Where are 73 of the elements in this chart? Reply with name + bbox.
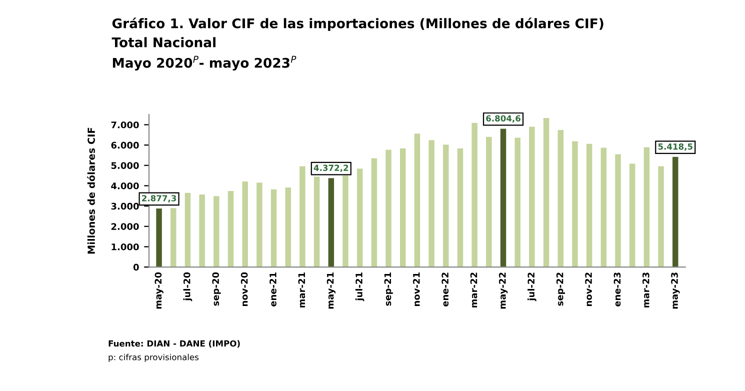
bar — [342, 176, 348, 268]
data-label: 4.372,2 — [314, 164, 348, 172]
bar — [443, 144, 449, 268]
bar — [672, 156, 678, 268]
bar — [600, 148, 607, 268]
y-tick-label: 7.000 — [111, 121, 139, 128]
x-tick-label: nov-20 — [240, 272, 248, 306]
bar — [285, 188, 291, 268]
bar — [314, 176, 320, 268]
x-tick-label: mar-21 — [298, 272, 306, 308]
x-tick-label: may-22 — [498, 272, 508, 309]
bar — [256, 182, 262, 268]
bar — [270, 189, 277, 268]
y-tick-label: 6.000 — [111, 142, 139, 149]
bar — [184, 192, 191, 268]
bar — [472, 122, 478, 268]
bar — [615, 154, 621, 268]
x-tick-label: nov-22 — [585, 272, 592, 306]
bar — [586, 144, 592, 268]
x-tick-label: jul-20 — [183, 272, 192, 302]
chart-subtitle: Total Nacional Mayo 2020$^{P}$- mayo 2023$^{P}$ — [112, 37, 296, 70]
bar — [199, 194, 205, 268]
bar — [514, 138, 520, 268]
y-tick-label: 3.000 — [111, 202, 139, 210]
bar — [500, 128, 506, 268]
bar — [214, 196, 220, 268]
text: p: cifras provisionales — [108, 354, 199, 362]
bar — [543, 118, 550, 268]
y-tick-label: 4.000 — [111, 182, 139, 190]
bar — [658, 166, 664, 268]
x-tick-label: nov-21 — [412, 272, 420, 306]
bar — [371, 158, 378, 268]
source-note: Fuente: DIAN - DANE (IMPO) — [108, 340, 240, 348]
bar — [457, 148, 464, 268]
bar — [328, 178, 334, 268]
x-tick-label: jul-21 — [355, 272, 364, 302]
bar — [414, 134, 420, 268]
x-tick-label: may-23 — [671, 272, 680, 309]
bar — [400, 148, 406, 268]
data-label: 2.877,3 — [142, 195, 176, 202]
x-tick-label: mar-23 — [642, 272, 650, 308]
chart-title: Gráfico 1. Valor CIF de las importaciones (Millones de dólares CIF) — [112, 18, 604, 31]
x-tick-label: sep-20 — [212, 272, 221, 306]
y-tick-label: 5.000 — [111, 162, 139, 169]
y-axis-title: Millones de dólares CIF — [87, 128, 95, 254]
x-tick-label: ene-22 — [442, 272, 449, 307]
y-tick-label: 0 — [133, 264, 139, 271]
x-tick-label: jul-22 — [528, 272, 536, 302]
data-label: 5.418,5 — [658, 143, 692, 151]
x-tick-label: may-20 — [154, 272, 164, 309]
x-tick-label: sep-21 — [384, 272, 393, 306]
x-tick-label: mar-22 — [470, 272, 478, 308]
bar — [156, 208, 162, 268]
y-tick-label: 2.000 — [111, 223, 139, 230]
data-label: 6.804,6 — [486, 115, 520, 123]
x-tick-label: sep-22 — [556, 272, 565, 306]
y-tick-label: 1.000 — [112, 243, 139, 250]
bar — [486, 136, 492, 268]
bar — [356, 168, 363, 268]
x-tick-label: may-21 — [326, 272, 336, 309]
bar — [228, 191, 234, 268]
bar — [558, 130, 564, 268]
x-tick-label: ene-21 — [270, 272, 276, 307]
bar — [529, 126, 535, 268]
bar — [629, 164, 636, 268]
bar — [644, 147, 650, 268]
bar — [572, 141, 578, 268]
bar — [300, 166, 306, 268]
bar — [170, 208, 176, 268]
bar — [428, 140, 434, 268]
bar — [242, 181, 248, 268]
bar — [386, 150, 392, 268]
x-tick-label: ene-23 — [614, 272, 621, 307]
